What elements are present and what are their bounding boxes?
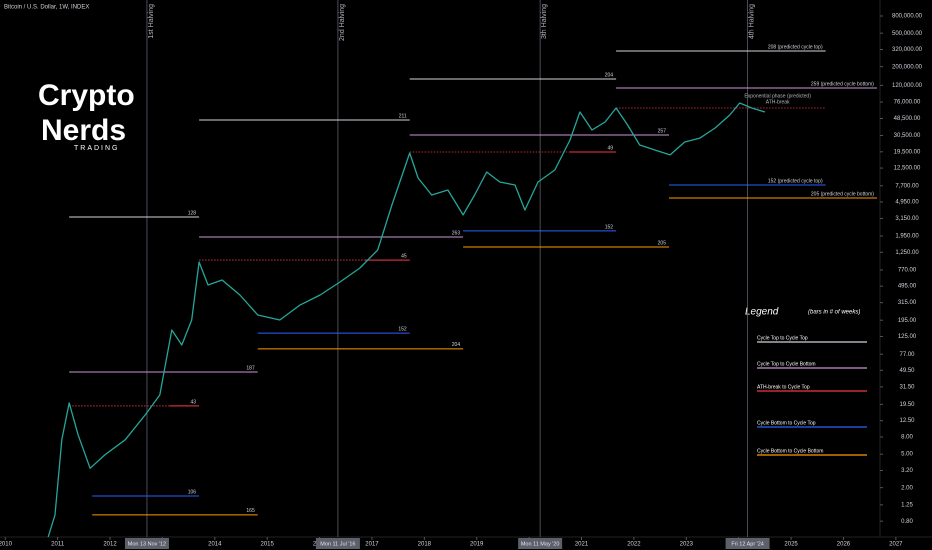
y-tick-label: 4,950.00 [895, 200, 919, 206]
y-tick-label: 200,000.00 [892, 64, 923, 70]
legend-label: Cycle Bottom to Cycle Top [757, 420, 816, 426]
y-tick-label: 30,500.00 [894, 133, 921, 139]
y-tick-label: 500,000.00 [892, 31, 923, 37]
halving-label: 3th Halving [541, 4, 548, 39]
symbol-header: Bitcoin / U.S. Dollar, 1W, INDEX [4, 5, 89, 11]
y-tick-label: 120,000.00 [892, 83, 923, 89]
x-tick-label: 2018 [418, 542, 432, 548]
cycle-label: ATH-break [766, 99, 790, 105]
y-tick-label: 12.50 [899, 418, 915, 424]
cycle-label: 205 [658, 240, 667, 246]
y-tick-label: 1.25 [901, 502, 913, 508]
y-tick-label: 12,500.00 [894, 166, 921, 172]
cycle-label: 211 [399, 113, 407, 119]
legend-label: Cycle Top to Cycle Top [757, 335, 808, 341]
y-tick-label: 5.00 [901, 452, 913, 458]
halving-date: Mon 11 May '20 [521, 541, 560, 547]
y-tick-label: 19.50 [899, 402, 915, 408]
y-tick-label: 8.00 [901, 435, 913, 441]
cycle-label: 106 [188, 489, 197, 495]
y-tick-label: 195.00 [898, 318, 917, 324]
y-tick-label: 3,150.00 [895, 216, 919, 222]
y-tick-label: 125.00 [898, 334, 917, 340]
cycle-label: 257 [658, 128, 667, 134]
y-tick-label: 19,500.00 [894, 149, 921, 155]
cycle-label: 187 [246, 365, 255, 371]
x-tick-label: 2012 [103, 542, 117, 548]
price-line [47, 102, 766, 538]
y-tick-label: 800,000.00 [892, 14, 923, 20]
y-tick-label: 1,950.00 [895, 234, 919, 240]
halving-date: Mon 13 Nov '12 [128, 541, 166, 547]
halving-date: Mon 11 Jul '16 [320, 541, 355, 547]
cycle-label: 128 [188, 210, 197, 216]
cycle-label: 152 (predicted cycle top) [768, 178, 823, 184]
cycle-label: 259 (predicted cycle bottom) [811, 81, 874, 87]
cycle-label: 45 [401, 253, 407, 259]
x-tick-label: 2027 [889, 542, 903, 548]
x-tick-label: 2011 [51, 542, 65, 548]
y-tick-label: 770.00 [898, 268, 917, 274]
cycle-label: 152 [605, 224, 614, 230]
legend-label: Cycle Bottom to Cycle Bottom [757, 448, 823, 454]
y-tick-label: 495.00 [898, 284, 917, 290]
halving-label: 2nd Halving [339, 4, 346, 41]
legend-label: ATH-break to Cycle Top [757, 384, 810, 390]
y-tick-label: 2.00 [901, 485, 913, 491]
halving-label: 4th Halving [748, 4, 755, 39]
logo-line: TRADING [74, 145, 120, 152]
x-tick-label: 2025 [784, 542, 798, 548]
y-tick-label: 7,700.00 [895, 183, 919, 189]
y-tick-label: 31.50 [899, 384, 915, 390]
x-tick-label: 2014 [208, 542, 222, 548]
legend-label: Cycle Top to Cycle Bottom [757, 361, 816, 367]
logo-line: Crypto [38, 79, 135, 112]
cycle-label: 208 (predicted cycle top) [768, 44, 823, 50]
halving-label: 1st Halving [148, 4, 155, 39]
y-tick-label: 49.50 [899, 368, 915, 374]
cycle-label: 205 (predicted cycle bottom) [811, 191, 874, 197]
y-tick-label: 320,000.00 [892, 47, 923, 53]
halving-date: Fri 12 Apr '24 [731, 541, 764, 547]
cycle-label: 263 [452, 230, 461, 236]
y-tick-label: 1,250.00 [895, 250, 919, 256]
y-tick-label: 315.00 [898, 300, 917, 306]
legend-subtitle: (bars in # of weeks) [808, 310, 860, 316]
y-tick-label: 3.20 [901, 468, 913, 474]
cycle-label: 43 [191, 399, 197, 405]
cycle-label: Exponential phase (predicted) [744, 93, 811, 99]
x-tick-label: 2019 [470, 542, 484, 548]
cycle-label: 152 [398, 326, 407, 332]
date-box [518, 538, 563, 549]
date-box [124, 538, 169, 549]
cycle-label: 204 [605, 72, 614, 78]
x-tick-label: 2026 [837, 542, 851, 548]
x-tick-label: 2023 [680, 542, 694, 548]
date-box [315, 538, 360, 549]
cycle-label: 165 [246, 508, 255, 514]
x-tick-label: 2022 [627, 542, 641, 548]
date-box [725, 538, 770, 549]
logo-line: Nerds [41, 114, 126, 147]
cycle-label: 204 [452, 342, 461, 348]
y-tick-label: 0.80 [901, 519, 913, 525]
y-tick-label: 76,000.00 [894, 100, 921, 106]
x-tick-label: 2015 [261, 542, 275, 548]
y-tick-label: 77.00 [899, 352, 915, 358]
y-tick-label: 48,500.00 [894, 116, 921, 122]
legend-title: Legend [745, 307, 779, 318]
x-tick-label: 2010 [0, 542, 13, 548]
cycle-label: 49 [608, 145, 614, 151]
x-tick-label: 2017 [365, 542, 379, 548]
x-tick-label: 2021 [575, 542, 589, 548]
